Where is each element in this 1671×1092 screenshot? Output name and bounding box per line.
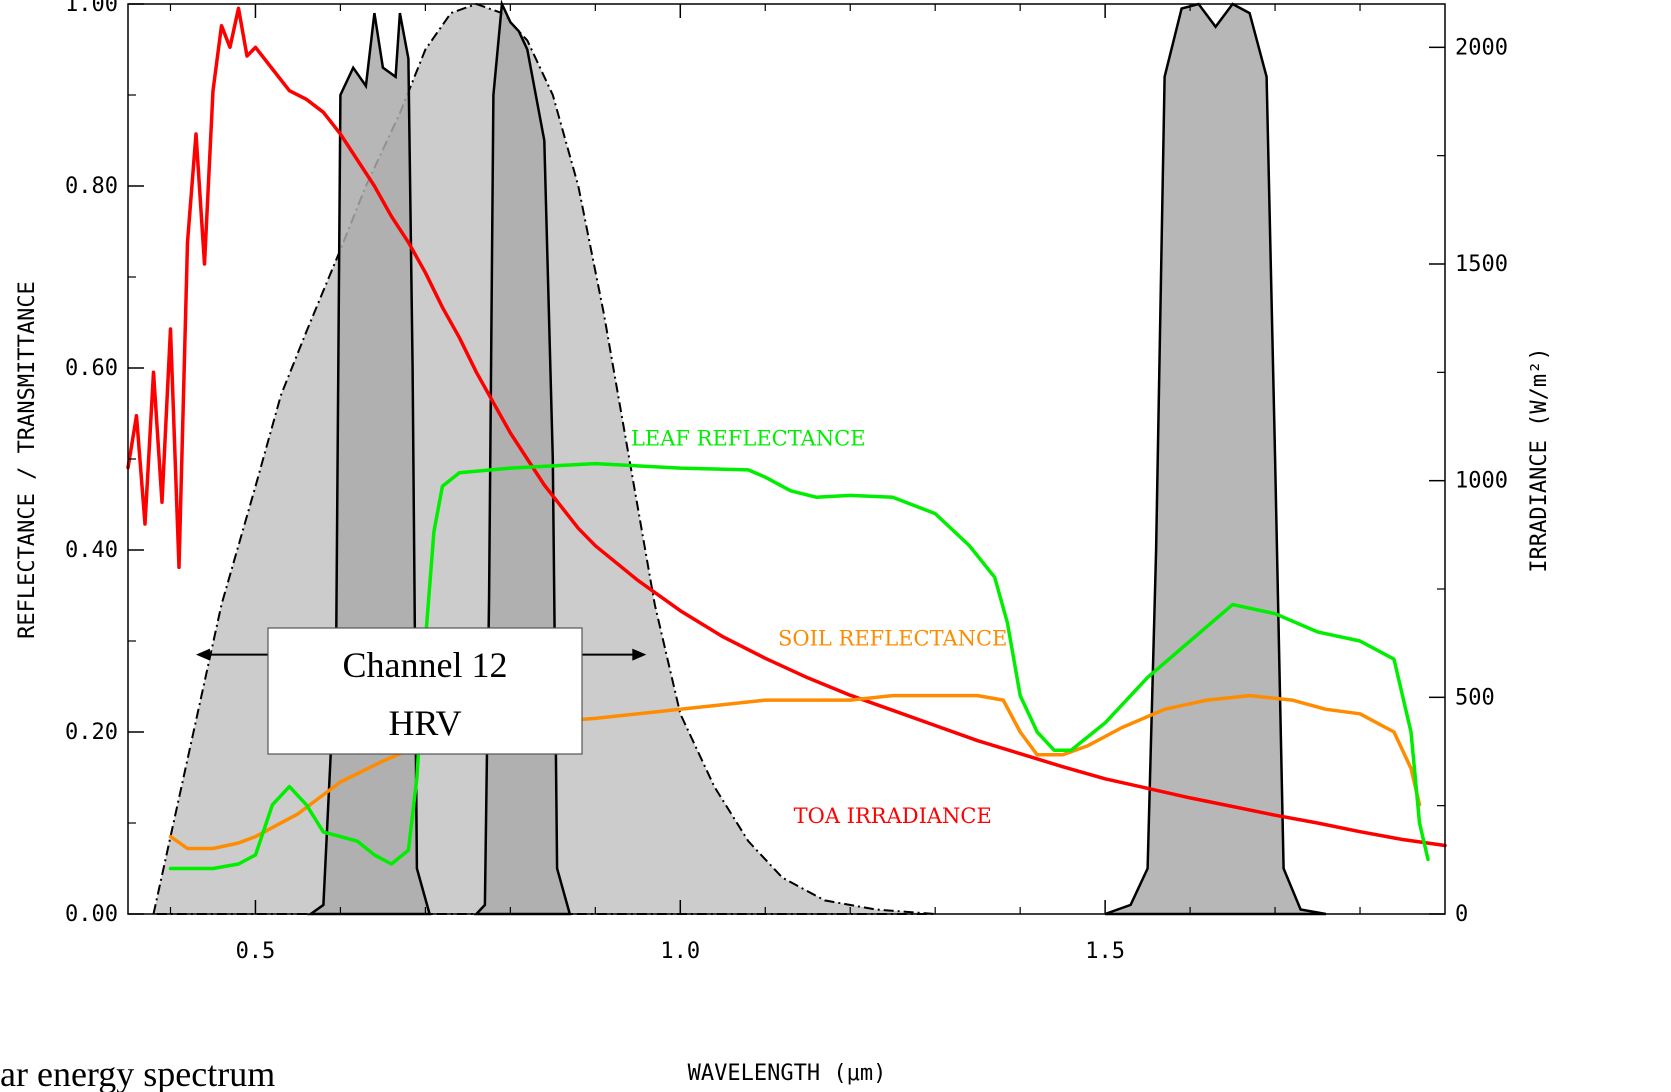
figure-caption: ar energy spectrum (0, 1054, 275, 1092)
leaf-line (168, 461, 1430, 871)
right-tick-label-2: 1000 (1455, 469, 1508, 494)
left-axis-title: REFLECTANCE / TRANSMITTANCE (15, 281, 40, 639)
x-tick-label-2: 1.5 (1085, 939, 1125, 964)
series-line-layer (126, 6, 1447, 871)
left-tick-label-0: 0.00 (65, 902, 118, 927)
left-tick-label-5: 1.00 (65, 0, 118, 17)
channel-label-box (267, 627, 583, 755)
left-tick-label-2: 0.40 (65, 538, 118, 563)
toa-series-label: TOA IRRADIANCE (794, 804, 992, 828)
right-tick-label-3: 1500 (1455, 252, 1508, 277)
x-tick-label-1: 1.0 (660, 939, 700, 964)
series-label-layer: LEAF REFLECTANCE SOIL REFLECTANCE TOA IRRA… (631, 426, 1007, 828)
right-tick-label-4: 2000 (1455, 35, 1508, 60)
left-tick-label-3: 0.60 (65, 356, 118, 381)
arrow-head-left (195, 648, 210, 661)
x-axis-title: WAVELENGTH (μm) (688, 1061, 887, 1086)
right-tick-label-0: 0 (1455, 902, 1468, 927)
soil-line (168, 693, 1422, 851)
tick-layer: 0.5 1.0 1.5 0.00 0.20 0.40 0.60 0.80 1.00 0 500 100… (65, 0, 1508, 964)
soil-series-label: SOIL REFLECTANCE (778, 627, 1007, 651)
right-axis-title: IRRADIANCE (W/m²) (1527, 347, 1552, 572)
ch16-band (1104, 2, 1327, 916)
channel-label-line1: Channel 12 (343, 645, 508, 685)
x-tick-label-0: 0.5 (236, 939, 276, 964)
left-tick-label-4: 0.80 (65, 174, 118, 199)
arrow-head-right (632, 648, 647, 661)
toa-line (126, 6, 1447, 848)
right-tick-label-1: 500 (1455, 685, 1495, 710)
left-tick-label-1: 0.20 (65, 720, 118, 745)
leaf-series-label: LEAF REFLECTANCE (631, 426, 866, 450)
channel-annotation: Channel 12 HRV (195, 627, 647, 755)
channel-label-line2: HRV (388, 703, 461, 743)
filled-band-layer (152, 0, 1327, 916)
